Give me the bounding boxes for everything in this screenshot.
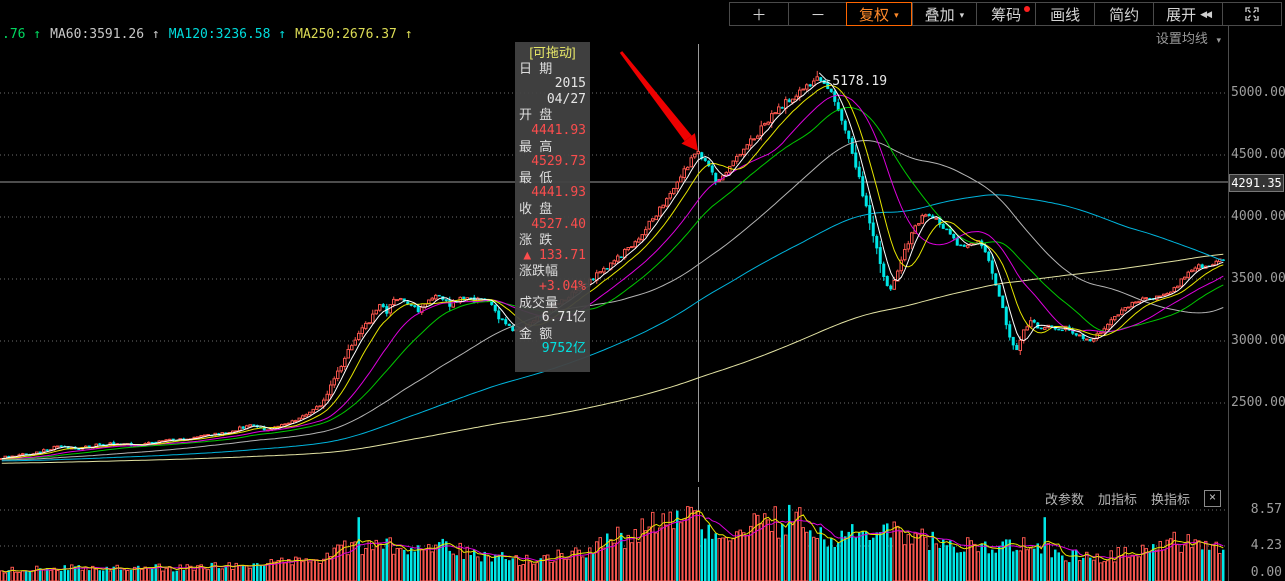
price-axis-label: 4500.00 — [1231, 147, 1285, 162]
ma-legend-item: MA60:3591.26 ↑ — [50, 27, 160, 42]
price-axis-label: 3500.00 — [1231, 271, 1285, 286]
toolbar-button-label: 筹码 — [991, 6, 1022, 24]
volume-axis-label: 4.23 — [1250, 537, 1282, 553]
chevron-down-icon: ▾ — [959, 9, 965, 20]
toolbar-button-label: ＋ — [751, 6, 767, 24]
tooltip-field-value: 4441.93 — [531, 185, 586, 201]
collapse-left-icon: ◀◀ — [1200, 8, 1212, 19]
peak-price-label: 5178.19 — [832, 74, 887, 89]
indicator-button-0[interactable]: 改参数 — [1044, 492, 1084, 507]
price-chart-canvas[interactable]: 5178.19 — [0, 42, 1228, 482]
indicator-button-2[interactable]: 换指标 — [1150, 492, 1190, 507]
chevron-down-icon: ▾ — [1216, 35, 1221, 45]
crosshair-price-badge: 4291.35 — [1229, 174, 1284, 192]
tooltip-field-value: 4441.93 — [531, 122, 586, 138]
volume-axis-label: 0.00 — [1250, 565, 1282, 580]
ma-legend-item: .76 ↑ — [2, 27, 42, 42]
red-dot-badge — [1024, 6, 1031, 12]
axis-border — [1228, 26, 1229, 581]
tooltip-field-value: 9752亿 — [541, 341, 586, 357]
tooltip-field-value: 04/27 — [546, 91, 586, 107]
toolbar-button-zoom-in[interactable]: ＋ — [729, 2, 789, 26]
toolbar-button-chip-dist[interactable]: 筹码 — [976, 2, 1036, 26]
indicator-button-1[interactable]: 加指标 — [1097, 492, 1137, 507]
volume-chart-canvas[interactable] — [0, 487, 1228, 581]
tooltip-field-value: ▲ 133.71 — [523, 247, 586, 263]
toolbar-button-simple-mode[interactable]: 简约 — [1094, 2, 1154, 26]
tooltip-drag-hint: [可拖动] — [529, 45, 576, 60]
toolbar-button-label: － — [810, 6, 826, 24]
toolbar-button-label: 简约 — [1109, 6, 1140, 24]
ma-legend-item: MA120:3236.58 ↑ — [168, 27, 287, 42]
close-icon[interactable]: × — [1204, 490, 1221, 507]
tooltip-field-value: 2015 — [554, 76, 586, 92]
tooltip-field-value: +3.04% — [539, 278, 586, 294]
ma-settings-label: 设置均线 — [1155, 31, 1208, 46]
toolbar-button-label: 叠加 — [924, 6, 955, 24]
toolbar-button-fullscreen[interactable] — [1222, 2, 1282, 26]
tooltip-field-label: 最 高 — [519, 138, 553, 154]
ma-legend-item: MA250:2676.37 ↑ — [295, 27, 413, 42]
tooltip-field-label: 日 期 — [519, 60, 553, 76]
toolbar-button-label: 画线 — [1050, 6, 1081, 24]
expand-icon — [1245, 7, 1259, 21]
ma-legend: .76 ↑ MA60:3591.26 ↑ MA120:3236.58 ↑ MA250:… — [2, 27, 413, 42]
tooltip-rows: 日 期 2015 04/27 开 盘 4441.93 最 高 4529.73 最 低 4441.… — [519, 61, 586, 357]
price-axis-label: 3000.00 — [1231, 333, 1285, 348]
toolbar-button-expand[interactable]: 展开 ◀◀ — [1153, 2, 1222, 26]
tooltip-field-label: 最 低 — [519, 169, 553, 185]
tooltip-field-label: 开 盘 — [519, 107, 553, 123]
top-toolbar: ＋－复权 ▾ 叠加 ▾ 筹码 画线 简约 展开 ◀◀ — [729, 2, 1282, 26]
tooltip-field-label: 涨 跌 — [519, 232, 553, 248]
tooltip-field-label: 成交量 — [519, 294, 559, 310]
toolbar-button-overlay[interactable]: 叠加 ▾ — [911, 2, 977, 26]
toolbar-button-zoom-out[interactable]: － — [788, 2, 848, 26]
toolbar-button-label: 复权 — [859, 6, 890, 24]
indicator-toolbar: 改参数 加指标 换指标 × — [1045, 489, 1221, 508]
price-axis-label: 2500.00 — [1231, 395, 1285, 410]
ma-settings-button[interactable]: 设置均线 ▾ — [1156, 28, 1221, 47]
tooltip-field-value: 4529.73 — [531, 154, 586, 170]
price-axis-label: 5000.00 — [1231, 85, 1285, 100]
toolbar-button-adjust-price[interactable]: 复权 ▾ — [846, 2, 912, 26]
tooltip-field-label: 涨跌幅 — [519, 263, 559, 279]
toolbar-button-draw-line[interactable]: 画线 — [1035, 2, 1095, 26]
tooltip-field-value: 6.71亿 — [541, 310, 586, 326]
tooltip-field-value: 4527.40 — [531, 216, 586, 232]
chevron-down-icon: ▾ — [894, 9, 899, 20]
price-axis-label: 4000.00 — [1231, 209, 1285, 224]
tooltip-field-label: 收 盘 — [519, 200, 553, 216]
ohlc-tooltip-panel[interactable]: [可拖动] 日 期 2015 04/27 开 盘 4441.93 最 高 4529.73 最 … — [515, 42, 590, 372]
toolbar-button-label: 展开 — [1166, 6, 1197, 24]
tooltip-field-label: 金 额 — [519, 325, 553, 341]
volume-axis-label: 8.57 — [1250, 502, 1282, 517]
